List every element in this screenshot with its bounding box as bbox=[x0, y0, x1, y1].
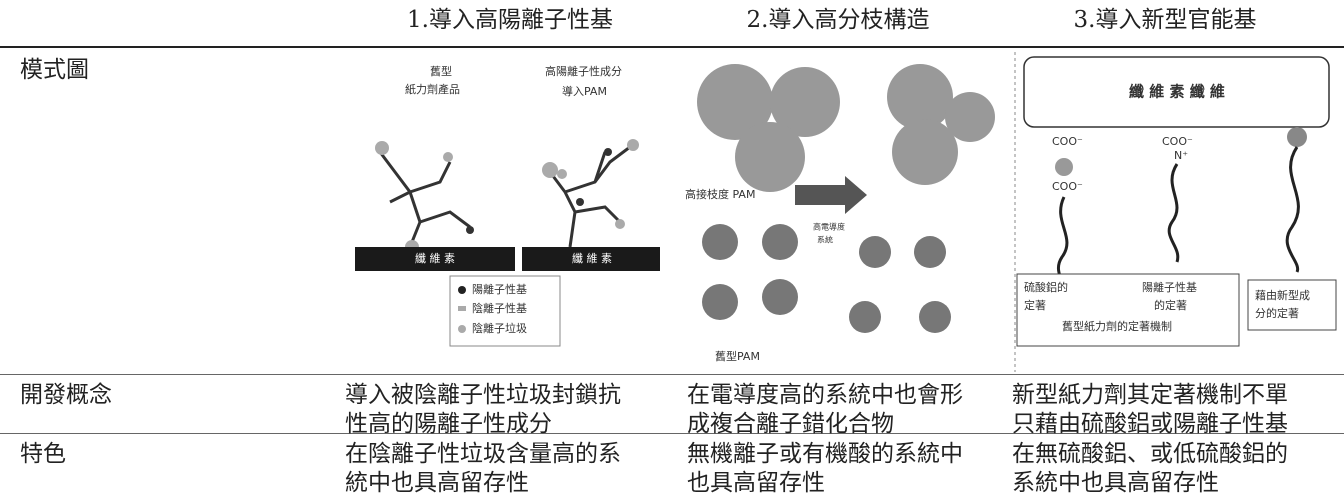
polymer-chains bbox=[1056, 146, 1300, 293]
figure-functional: 纖 維 素 纖 維 COO⁻ COO⁻ COO⁻ N⁺ 硫酸鋁的 定著 陽離子性… bbox=[1014, 52, 1337, 372]
cell-line: 導入被陰離子性垃圾封鎖抗 bbox=[345, 382, 621, 408]
legend-label: 陰離子垃圾 bbox=[472, 321, 527, 335]
legend-box bbox=[449, 275, 561, 347]
cell-line: 也具高留存性 bbox=[687, 470, 825, 496]
arrow bbox=[795, 176, 867, 214]
header-cell: 1.導入高陽離子性基 bbox=[407, 7, 613, 33]
figure-label: 纖 維 素 bbox=[415, 251, 455, 265]
figure-label: 舊型紙力劑的定著機制 bbox=[1062, 319, 1172, 333]
header-cell: 2.導入高分枝構造 bbox=[746, 7, 930, 33]
figure-label: 舊型PAM bbox=[715, 349, 760, 363]
figure-label: 紙力劑產品 bbox=[405, 82, 460, 96]
ion bbox=[1055, 158, 1073, 176]
figure-label: COO⁻ bbox=[1052, 135, 1083, 148]
figure-label: 藉由新型成 bbox=[1255, 288, 1310, 302]
header-rule bbox=[0, 46, 1344, 48]
cell-line: 成複合離子錯化合物 bbox=[687, 411, 894, 437]
figure-label: N⁺ bbox=[1174, 149, 1188, 162]
cell-line: 在電導度高的系統中也會形 bbox=[687, 382, 963, 408]
figure-label: 高接枝度 PAM bbox=[685, 187, 755, 201]
figure-cationic: 舊型 紙力劑產品 高陽離子性成分 導入PAM 纖 維 素 纖 維 素 bbox=[355, 64, 660, 347]
row-label: 模式圖 bbox=[20, 57, 89, 83]
cell-line: 在陰離子性垃圾含量高的系 bbox=[345, 441, 621, 467]
row-rule bbox=[0, 374, 1344, 375]
figure-label: 高電導度 bbox=[813, 222, 845, 232]
legend-box bbox=[1016, 273, 1240, 347]
cell-line: 性高的陽離子性成分 bbox=[345, 411, 552, 437]
cell-line: 無機離子或有機酸的系統中 bbox=[687, 441, 963, 467]
header-cell: 3.導入新型官能基 bbox=[1073, 7, 1257, 33]
figure-branched: 高接枝度 PAM 高電導度 系統 舊型PAM bbox=[685, 64, 995, 363]
legend-box bbox=[1247, 279, 1337, 331]
figure-label: 定著 bbox=[1024, 298, 1046, 312]
legend-swatch bbox=[458, 325, 466, 333]
row-rule bbox=[0, 433, 1344, 434]
cellulose-bar bbox=[522, 247, 660, 271]
figure-label: 纖 維 素 纖 維 bbox=[1129, 83, 1225, 101]
cellulose-bar bbox=[355, 247, 515, 271]
figure-label: COO⁻ bbox=[1052, 180, 1083, 193]
ion bbox=[1287, 127, 1307, 147]
small-blobs bbox=[702, 224, 951, 333]
figure-label: 分的定著 bbox=[1255, 306, 1299, 320]
figure-label: 硫酸鋁的 bbox=[1024, 280, 1068, 294]
polymer bbox=[378, 145, 631, 248]
figure-label: 導入PAM bbox=[562, 84, 607, 98]
figure-label: 的定著 bbox=[1154, 298, 1187, 312]
legend-label: 陽離子性基 bbox=[472, 282, 527, 296]
cell-line: 統中也具高留存性 bbox=[345, 470, 529, 496]
cell-line: 在無硫酸鋁、或低硫酸鋁的 bbox=[1012, 441, 1288, 467]
figure-label: 舊型 bbox=[430, 64, 452, 78]
figure-label: 陽離子性基 bbox=[1142, 280, 1197, 294]
figure-label: COO⁻ bbox=[1162, 135, 1193, 148]
figure-label: 高陽離子性成分 bbox=[545, 64, 622, 78]
figure-label: 纖 維 素 bbox=[572, 251, 612, 265]
cellulose-box bbox=[1023, 56, 1330, 128]
cell-line: 新型紙力劑其定著機制不單 bbox=[1012, 382, 1288, 408]
legend-swatch bbox=[458, 306, 466, 311]
cell-line: 系統中也具高留存性 bbox=[1012, 470, 1219, 496]
cell-line: 只藉由硫酸鋁或陽離子性基 bbox=[1012, 411, 1288, 437]
figure-label: 系統 bbox=[817, 235, 833, 245]
row-label: 特色 bbox=[20, 441, 66, 467]
legend-label: 陰離子性基 bbox=[472, 301, 527, 315]
legend-swatch bbox=[458, 286, 466, 294]
polymer-blobs bbox=[697, 64, 995, 192]
row-label: 開發概念 bbox=[20, 382, 112, 408]
